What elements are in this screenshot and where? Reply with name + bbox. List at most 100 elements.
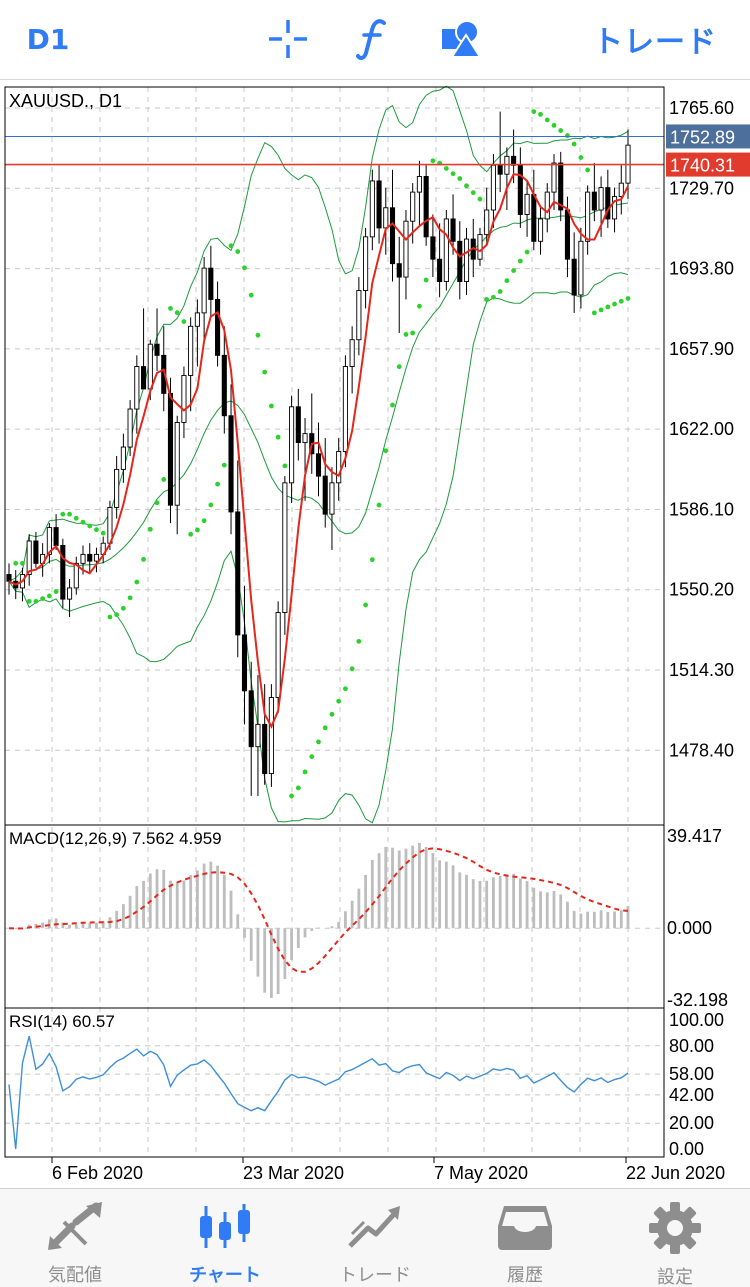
trade-menu-button[interactable]: トレード [593,25,717,60]
settings-gear-icon [645,1201,705,1255]
trade-icon [345,1201,405,1253]
candle-bull [127,408,133,448]
macd-bar [424,846,428,929]
candle-bull [268,697,274,775]
candle-bear [517,164,523,215]
sar-dot [147,526,153,532]
macd-bar [74,924,78,929]
sar-dot [215,481,220,487]
sar-dot [316,739,321,745]
macd-bar [47,919,51,929]
sar-dot [531,109,537,114]
macd-bar [202,863,206,929]
nav-history[interactable]: 履歴 [450,1189,600,1287]
candle-bear [6,574,12,582]
macd-bar [512,873,516,929]
nav-quotes[interactable]: 気配値 [0,1189,150,1287]
nav-chart[interactable]: チャート [150,1189,300,1287]
macd-label: MACD(12,26,9) 7.562 4.959 [9,829,222,848]
sar-dot [60,511,66,517]
sar-dot [168,306,173,311]
sar-dot [430,158,436,164]
function-icon[interactable] [348,0,398,78]
macd-bar [539,891,542,929]
macd-bar [444,861,448,929]
sar-dot [585,167,591,173]
sar-dot [13,560,19,566]
rsi-tick-label: 0.00 [669,1139,704,1159]
candle-bear [315,453,322,477]
candle-bear [87,553,93,562]
price-chart[interactable]: 1752.89 1740.31 MACD(12,26,9) 7.562 4.959… [0,80,750,1188]
macd-bar [182,880,186,929]
candle-bull [585,191,591,242]
macd-bar [88,923,92,929]
candle-bull [537,218,544,242]
macd-bar [626,906,630,929]
axis-labels: 1765.60 1729.70 1693.80 1657.90 1622.00 1586.… [9,91,734,1183]
shapes-icon[interactable] [436,0,486,78]
candle-bear [33,540,39,564]
candle-bear [376,180,382,229]
macd-signal-line [8,847,629,973]
rsi-line [8,1035,629,1150]
candle-bull [134,366,140,410]
sar-dot [221,462,227,468]
nav-settings[interactable]: 設定 [600,1189,750,1287]
sar-dot [410,330,416,336]
candle-bull [403,220,409,278]
candle-bull [114,468,120,508]
candle-bull [410,191,416,222]
rsi-panel: RSI(14) 60.57 [5,1012,664,1150]
rsi-tick-label: 80.00 [669,1036,714,1056]
macd-bar [478,880,482,929]
bollinger-bands [8,85,629,824]
nav-trade[interactable]: トレード [300,1189,450,1287]
macd-bar [370,860,374,929]
sar-dot [154,500,160,506]
sar-dot [40,596,46,601]
nav-history-label: 履歴 [507,1265,543,1286]
sar-dot [605,304,611,310]
price-tick-label: 1478.40 [669,740,734,760]
sar-dot [120,605,126,611]
crosshair-glyph [269,20,307,58]
sar-dot [369,557,375,563]
moving-average [8,173,629,729]
candle-bull [443,218,449,283]
sar-dot [262,369,268,375]
sar-dot [87,523,93,529]
sar-dot [349,666,355,672]
macd-bar [498,876,502,929]
candle-bull [194,312,200,327]
sar-dot [524,249,530,255]
candle-bear [215,299,221,356]
macd-bar [485,880,489,929]
candle-bull [188,325,194,376]
sar-dot [618,298,624,304]
candle-bear [396,263,402,278]
macd-bar [81,923,85,929]
macd-bar [586,911,590,929]
rsi-tick-label: 20.00 [669,1113,714,1133]
candle-bear [605,187,611,220]
candle-bull [147,343,153,390]
timeframe-button[interactable]: D1 [26,22,70,56]
macd-bar [505,874,509,929]
chart-grid [5,87,664,1157]
sar-dot [67,511,72,517]
function-glyph [356,19,386,60]
price-tick-label: 1729.70 [669,178,734,198]
macd-bar [283,928,287,979]
macd-bar [175,882,179,929]
sar-dot [470,190,476,196]
sar-dot [538,111,543,117]
crosshair-icon[interactable] [263,0,313,78]
macd-bar [330,926,334,929]
chart-candles-icon [195,1201,255,1253]
macd-bar [451,865,455,929]
quotes-icon [45,1201,105,1253]
macd-bar [14,928,18,929]
sar-dot [511,268,517,273]
candle-bull [329,482,335,515]
